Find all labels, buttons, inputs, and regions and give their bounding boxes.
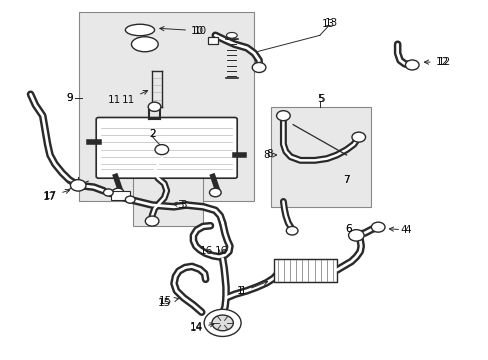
Text: 17: 17 bbox=[43, 192, 56, 202]
Text: 2: 2 bbox=[148, 129, 155, 139]
Text: 7: 7 bbox=[343, 175, 349, 185]
Circle shape bbox=[103, 189, 113, 196]
Circle shape bbox=[351, 132, 365, 142]
Text: 3: 3 bbox=[177, 200, 183, 210]
Bar bbox=[273, 258, 336, 282]
Bar bbox=[111, 191, 130, 200]
Circle shape bbox=[145, 216, 159, 226]
Ellipse shape bbox=[125, 24, 154, 36]
FancyBboxPatch shape bbox=[96, 117, 237, 178]
Circle shape bbox=[148, 102, 161, 111]
Circle shape bbox=[125, 196, 135, 203]
Text: 15: 15 bbox=[157, 298, 170, 308]
Text: 2: 2 bbox=[148, 129, 155, 139]
Bar bbox=[207, 37, 217, 44]
Circle shape bbox=[70, 180, 86, 191]
Circle shape bbox=[276, 111, 289, 121]
Text: 6: 6 bbox=[345, 224, 351, 234]
Bar bbox=[79, 12, 254, 202]
Text: 16: 16 bbox=[214, 247, 227, 256]
Text: 14: 14 bbox=[189, 323, 214, 333]
Text: 8: 8 bbox=[263, 150, 276, 160]
Text: 1: 1 bbox=[239, 281, 267, 296]
Circle shape bbox=[286, 226, 297, 235]
Circle shape bbox=[211, 315, 233, 331]
Text: 10: 10 bbox=[193, 26, 206, 36]
Text: 14: 14 bbox=[189, 322, 203, 332]
Text: 3: 3 bbox=[173, 200, 186, 210]
Circle shape bbox=[155, 145, 168, 155]
Text: 11: 11 bbox=[107, 95, 121, 105]
Text: 12: 12 bbox=[437, 57, 450, 67]
Circle shape bbox=[112, 188, 123, 197]
Text: 15: 15 bbox=[158, 296, 178, 306]
Text: 1: 1 bbox=[236, 287, 243, 296]
Text: 12: 12 bbox=[424, 57, 448, 67]
Text: 4: 4 bbox=[388, 225, 410, 235]
Bar bbox=[271, 107, 370, 207]
Circle shape bbox=[209, 188, 221, 197]
Text: 9: 9 bbox=[66, 93, 73, 103]
Circle shape bbox=[371, 222, 384, 232]
Ellipse shape bbox=[226, 32, 237, 38]
Text: 6: 6 bbox=[345, 224, 351, 234]
Bar bbox=[132, 139, 203, 226]
Ellipse shape bbox=[131, 37, 158, 52]
Text: 4: 4 bbox=[400, 225, 407, 235]
Text: 5: 5 bbox=[316, 94, 323, 104]
Text: 5: 5 bbox=[317, 94, 324, 104]
Text: 17: 17 bbox=[44, 189, 69, 201]
Circle shape bbox=[203, 309, 241, 337]
Text: 13: 13 bbox=[321, 18, 334, 28]
Text: 9: 9 bbox=[66, 93, 73, 103]
Circle shape bbox=[252, 63, 265, 72]
Text: 7: 7 bbox=[343, 175, 349, 185]
Circle shape bbox=[405, 60, 418, 70]
Text: 8: 8 bbox=[266, 149, 272, 159]
Circle shape bbox=[348, 230, 364, 241]
Text: 11: 11 bbox=[122, 90, 147, 105]
Text: 13: 13 bbox=[324, 18, 337, 28]
Text: 10: 10 bbox=[160, 26, 203, 36]
Text: 16: 16 bbox=[199, 246, 212, 256]
